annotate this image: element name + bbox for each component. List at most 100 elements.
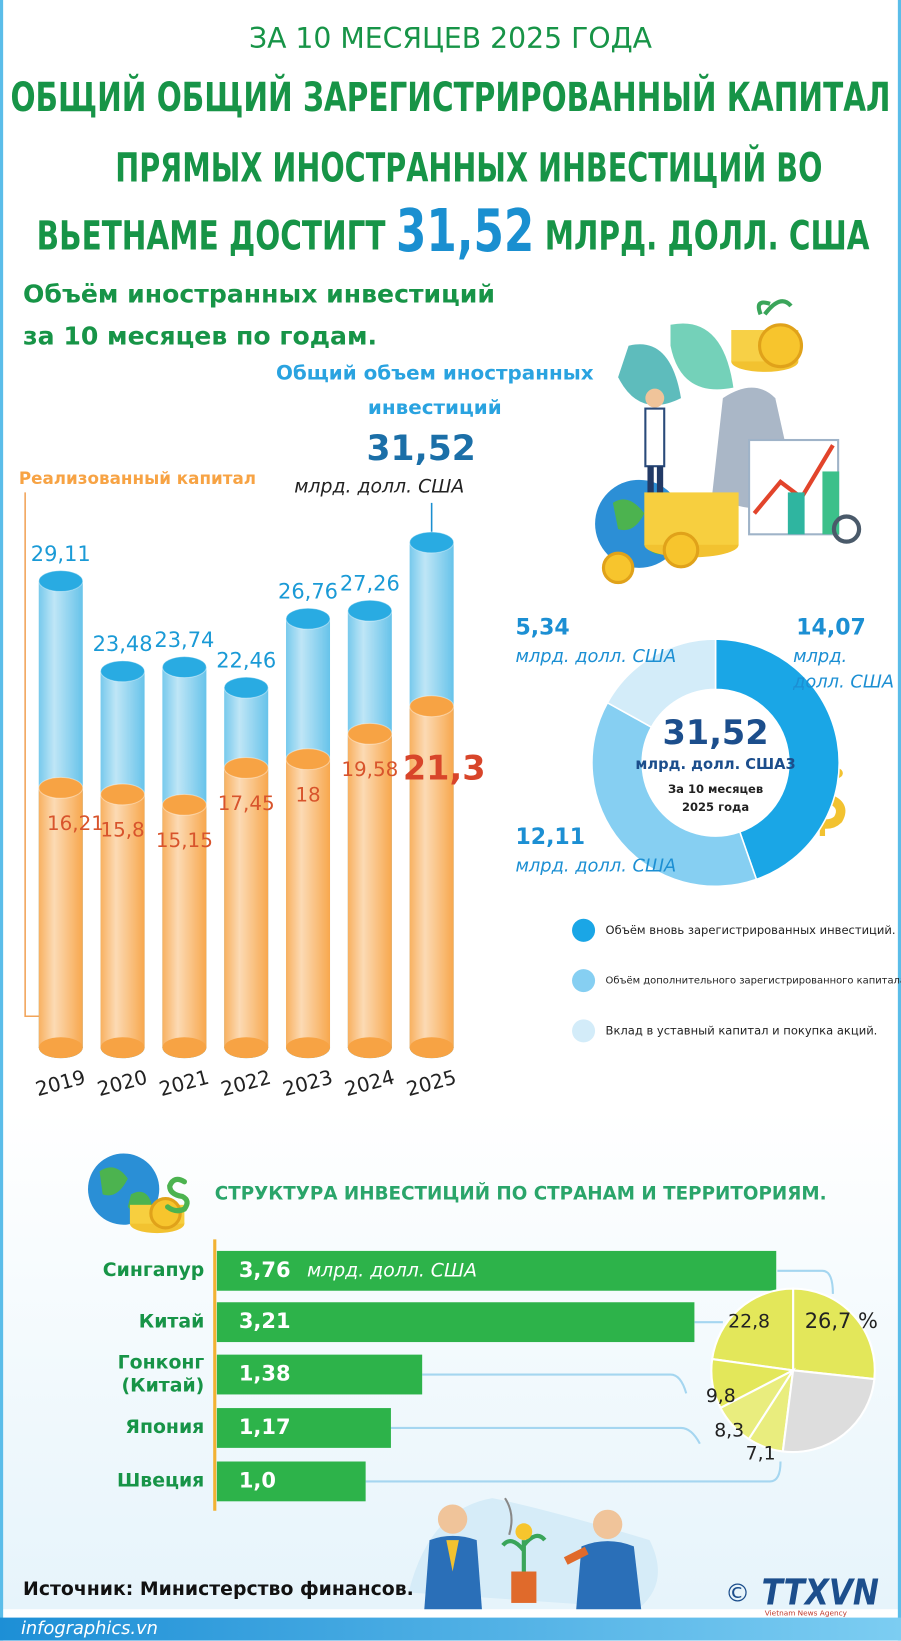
value-label: 3,21 <box>239 1309 291 1333</box>
value-label: 23,48 <box>93 632 153 656</box>
value-label: 12,11 <box>515 825 585 850</box>
category-label: Швеция <box>116 1469 205 1492</box>
illustration <box>595 299 862 585</box>
chart-title: за 10 месяцев по годам. <box>23 321 377 350</box>
globe-icon <box>88 1153 190 1234</box>
legend-label: Объём дополнительного зарегистрированног… <box>606 976 901 987</box>
unit-label: млрд. долл. США <box>307 1260 477 1281</box>
x-tick-label: 2020 <box>95 1066 150 1101</box>
donut-slice <box>606 638 717 729</box>
legend-swatch <box>572 1019 596 1043</box>
series-name: Реализованный капитал <box>19 468 256 488</box>
value-label: 22,46 <box>216 648 276 672</box>
x-tick-label: 2024 <box>342 1066 397 1101</box>
legend-label: Объём вновь зарегистрированных инвестици… <box>606 923 896 937</box>
donut-center: 31,52 <box>662 712 769 753</box>
subtitle: ЗА 10 МЕСЯЦЕВ 2025 ГОДА <box>249 22 653 55</box>
bar-cap <box>100 660 146 683</box>
bar-cap <box>38 570 84 593</box>
value-label: 14,07 <box>796 616 866 641</box>
category-label: Сингапур <box>102 1259 205 1282</box>
bar-shine <box>100 794 145 1048</box>
x-tick-label: 2022 <box>219 1066 274 1101</box>
bar <box>216 1354 423 1395</box>
copyright: © <box>725 1579 750 1608</box>
value-label: 21,3 <box>403 749 486 788</box>
pie-slice <box>792 1287 876 1381</box>
bar-cap <box>347 722 393 745</box>
connector <box>365 1269 834 1483</box>
series-name: Общий объем иностранных инвестиций <box>275 361 594 420</box>
unit-label: млрд. долл. США <box>515 646 677 668</box>
bar-cap <box>223 676 269 699</box>
value-label: 23,74 <box>154 628 214 652</box>
title-line: ВЬЕТНАМЕ ДОСТИГТ <box>37 213 386 259</box>
bar-shine <box>162 804 207 1048</box>
bar-base <box>38 1037 83 1059</box>
footer-bar <box>0 1617 901 1641</box>
category-label: Гонконг (Китай) <box>117 1351 205 1397</box>
value-label: 17,45 <box>218 792 275 815</box>
value-label: 18 <box>295 783 320 806</box>
unit-label: млрд. долл. США <box>793 646 895 693</box>
donut-slice <box>591 701 758 888</box>
people-illustration <box>408 1497 658 1610</box>
bar-cap <box>285 607 331 630</box>
value-label: 31,52 <box>366 429 475 469</box>
value-label: 3,76 <box>239 1258 291 1282</box>
bar-cap <box>347 599 393 622</box>
value-label: 26,7 % <box>805 1309 878 1333</box>
bar-cap <box>161 656 207 679</box>
bar-shine <box>38 787 83 1048</box>
value-label: 5,34 <box>515 616 569 641</box>
bar-shine <box>286 759 331 1048</box>
bar-shine <box>347 733 392 1048</box>
category-label: Китай <box>138 1310 205 1333</box>
pie-slice <box>781 1369 876 1454</box>
legend-swatch <box>572 969 596 993</box>
source: Источник: Министерство финансов. <box>23 1579 414 1600</box>
bar-cap <box>409 531 455 554</box>
bar-base <box>286 1037 331 1059</box>
bar-base <box>347 1037 392 1059</box>
bar-cap <box>409 695 455 718</box>
bar-base <box>409 1037 454 1059</box>
bar-cap <box>223 756 269 779</box>
donut-center-unit: млрд. долл. США3 <box>635 756 796 774</box>
x-tick-label: 2021 <box>157 1066 212 1101</box>
bar-shine <box>224 767 269 1048</box>
value-label: 15,15 <box>156 829 213 852</box>
donut-center-note: За 10 месяцев 2025 года <box>667 782 764 815</box>
bar-base <box>162 1037 207 1059</box>
value-label: 22,8 <box>728 1312 770 1333</box>
legend-label: Вклад в уставный капитал и покупка акций… <box>606 1023 878 1037</box>
donut-slice <box>714 638 840 881</box>
value-label: 19,58 <box>341 758 398 781</box>
bar <box>216 1302 695 1343</box>
unit-label: млрд. долл. США <box>294 477 464 498</box>
bar-base <box>100 1037 145 1059</box>
bar-cap <box>100 783 146 806</box>
agency: Vietnam News Agency <box>765 1608 848 1617</box>
bar <box>216 1461 366 1502</box>
value-label: 1,38 <box>239 1362 291 1386</box>
title-line: ПРЯМЫХ ИНОСТРАННЫХ ИНВЕСТИЦИЙ ВО <box>115 144 822 191</box>
value-label: 16,21 <box>47 812 104 835</box>
value-label: 7,1 <box>746 1444 776 1465</box>
x-tick-label: 2023 <box>280 1066 335 1101</box>
pie-slice <box>710 1287 795 1372</box>
logo: TTXVN <box>762 1573 880 1614</box>
value-label: 1,17 <box>239 1415 291 1439</box>
title-line: ОБЩИЙ ОБЩИЙ ЗАРЕГИСТРИРОВАННЫЙ КАПИТАЛ <box>10 74 890 121</box>
bar-base <box>224 1037 269 1059</box>
value-label: 8,3 <box>714 1421 744 1442</box>
value-label: 15,8 <box>100 819 144 842</box>
x-tick-label: 2025 <box>404 1066 459 1101</box>
value-label: 9,8 <box>706 1386 736 1407</box>
chart-title: СТРУКТУРА ИНВЕСТИЦИЙ ПО СТРАНАМ И ТЕРРИТ… <box>215 1182 827 1204</box>
bar <box>216 1250 777 1291</box>
value-label: 1,0 <box>239 1468 276 1492</box>
